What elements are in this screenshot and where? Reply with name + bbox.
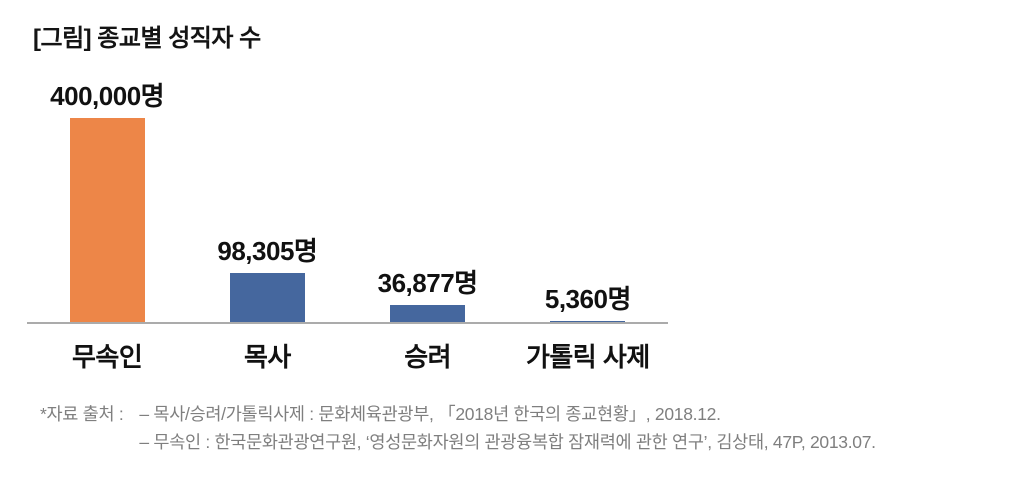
- bar-value-label: 36,877명: [377, 268, 478, 299]
- category-label: 승려: [404, 342, 452, 372]
- category-label: 목사: [243, 342, 291, 372]
- bar: [390, 305, 466, 324]
- bar: [229, 273, 305, 324]
- bar-column: 5,360명: [508, 76, 668, 324]
- bar-column: 400,000명: [27, 76, 187, 324]
- bar-column: 36,877명: [348, 76, 508, 324]
- figure-title: [그림] 종교별 성직자 수: [33, 25, 261, 52]
- source-note-line: – 무속인 : 한국문화관광연구원, ‘영성문화자원의 관광융복합 잠재력에 관…: [139, 432, 876, 452]
- bar-value-label: 98,305명: [217, 236, 318, 267]
- source-note-lines: – 목사/승려/가톨릭사제 : 문화체육관광부, 「2018년 한국의 종교현황…: [139, 400, 876, 456]
- bar-value-label: 400,000명: [50, 81, 165, 111]
- bar-value-label: 5,360명: [544, 284, 631, 315]
- source-note-prefix: *자료 출처 :: [40, 404, 124, 424]
- x-axis-category-labels: 무속인 목사 승려 가톨릭 사제: [27, 337, 668, 374]
- source-note-line: – 목사/승려/가톨릭사제 : 문화체육관광부, 「2018년 한국의 종교현황…: [139, 404, 721, 424]
- category-label: 가톨릭 사제: [525, 342, 650, 372]
- x-axis-line: [27, 322, 668, 324]
- bar-column: 98,305명: [187, 76, 347, 324]
- source-note: *자료 출처 : – 목사/승려/가톨릭사제 : 문화체육관광부, 「2018년…: [40, 400, 876, 456]
- bar-chart-plot-area: 400,000명 98,305명 36,877명 5,360명: [27, 76, 668, 324]
- category-label: 무속인: [71, 342, 143, 372]
- bar: [69, 118, 145, 324]
